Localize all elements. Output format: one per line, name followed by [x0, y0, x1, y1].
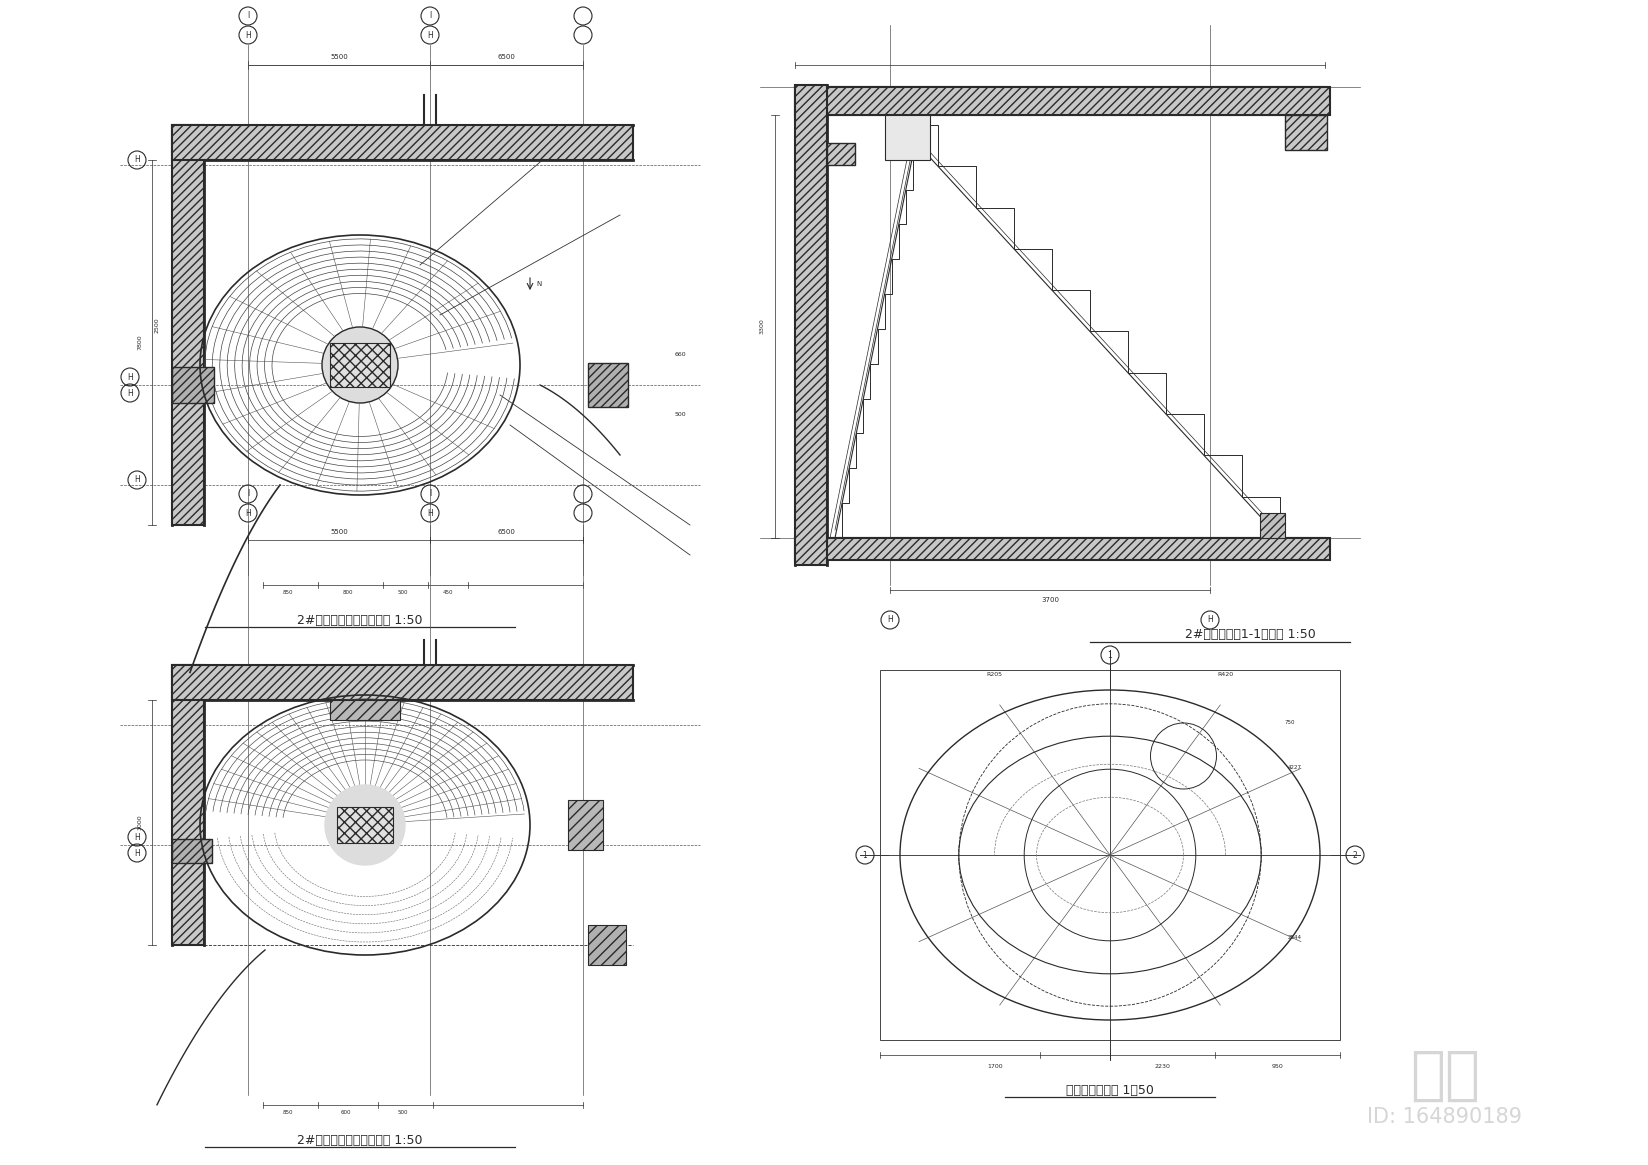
Text: 3000: 3000 [137, 814, 142, 831]
Text: 2: 2 [1353, 850, 1358, 860]
Text: R205: R205 [987, 672, 1002, 678]
Bar [885, 115, 929, 160]
Bar [171, 665, 633, 700]
Text: H: H [127, 388, 133, 397]
Text: I: I [247, 12, 249, 21]
Text: 1: 1 [1107, 650, 1112, 659]
Text: 1: 1 [862, 850, 867, 860]
Text: 850: 850 [283, 591, 293, 595]
Circle shape [321, 327, 399, 403]
Text: I: I [428, 489, 432, 499]
Text: 850: 850 [283, 1110, 293, 1116]
Text: 1700: 1700 [987, 1064, 1004, 1068]
Text: 660: 660 [676, 353, 687, 358]
Text: H: H [133, 475, 140, 485]
Text: 600: 600 [341, 1110, 351, 1116]
Text: H: H [133, 848, 140, 857]
Circle shape [325, 785, 405, 864]
Bar [794, 538, 1330, 560]
Bar [880, 670, 1340, 1040]
Text: 2#源圆型楼梯二层平面图 1:50: 2#源圆型楼梯二层平面图 1:50 [297, 614, 424, 627]
Text: H: H [1206, 615, 1213, 624]
Text: 2544: 2544 [1289, 935, 1302, 940]
Text: 6500: 6500 [498, 529, 514, 535]
Bar [171, 125, 204, 525]
Text: 2#源圆型楼梯一层平面图 1:50: 2#源圆型楼梯一层平面图 1:50 [297, 1134, 424, 1146]
Text: 4227: 4227 [1289, 765, 1302, 770]
Text: 6500: 6500 [498, 54, 514, 61]
Text: 3700: 3700 [1042, 596, 1060, 603]
Text: 450: 450 [443, 591, 453, 595]
Text: 源圆单线作法图 1：50: 源圆单线作法图 1：50 [1066, 1083, 1154, 1096]
Text: 500: 500 [397, 591, 409, 595]
Text: 800: 800 [343, 591, 353, 595]
Text: 5500: 5500 [330, 529, 348, 535]
Bar [794, 85, 827, 565]
Text: 7800: 7800 [137, 334, 142, 351]
Text: 500: 500 [397, 1110, 409, 1116]
Bar [330, 700, 400, 720]
Text: H: H [246, 508, 250, 517]
Bar [794, 87, 1330, 115]
Bar [588, 363, 628, 407]
Text: H: H [246, 30, 250, 40]
Text: 3300: 3300 [760, 318, 765, 334]
Text: R420: R420 [1218, 672, 1234, 678]
Text: 950: 950 [1272, 1064, 1284, 1068]
Bar [827, 143, 855, 165]
Bar [171, 665, 204, 945]
Bar [569, 800, 603, 850]
Bar [588, 925, 626, 965]
Bar [1261, 513, 1285, 538]
Text: I: I [428, 12, 432, 21]
Bar [171, 125, 633, 160]
Text: 知未: 知未 [1411, 1046, 1480, 1103]
Text: H: H [427, 508, 433, 517]
Text: 2#源圆型楼梯1-1剪面图 1:50: 2#源圆型楼梯1-1剪面图 1:50 [1185, 628, 1315, 642]
Text: N: N [536, 281, 541, 287]
Bar [330, 343, 391, 387]
Text: ID: 164890189: ID: 164890189 [1368, 1107, 1523, 1127]
Text: H: H [887, 615, 893, 624]
Text: 2230: 2230 [1154, 1064, 1170, 1068]
Text: 2500: 2500 [155, 317, 160, 333]
Text: H: H [427, 30, 433, 40]
Bar [171, 367, 214, 403]
Bar [336, 807, 392, 843]
Text: 5500: 5500 [330, 54, 348, 61]
Bar [171, 839, 213, 863]
Text: 500: 500 [676, 412, 687, 417]
Text: 750: 750 [1284, 720, 1295, 726]
Text: H: H [133, 833, 140, 841]
Text: H: H [127, 373, 133, 381]
Text: I: I [247, 489, 249, 499]
Text: H: H [133, 155, 140, 164]
Bar [1285, 115, 1327, 150]
